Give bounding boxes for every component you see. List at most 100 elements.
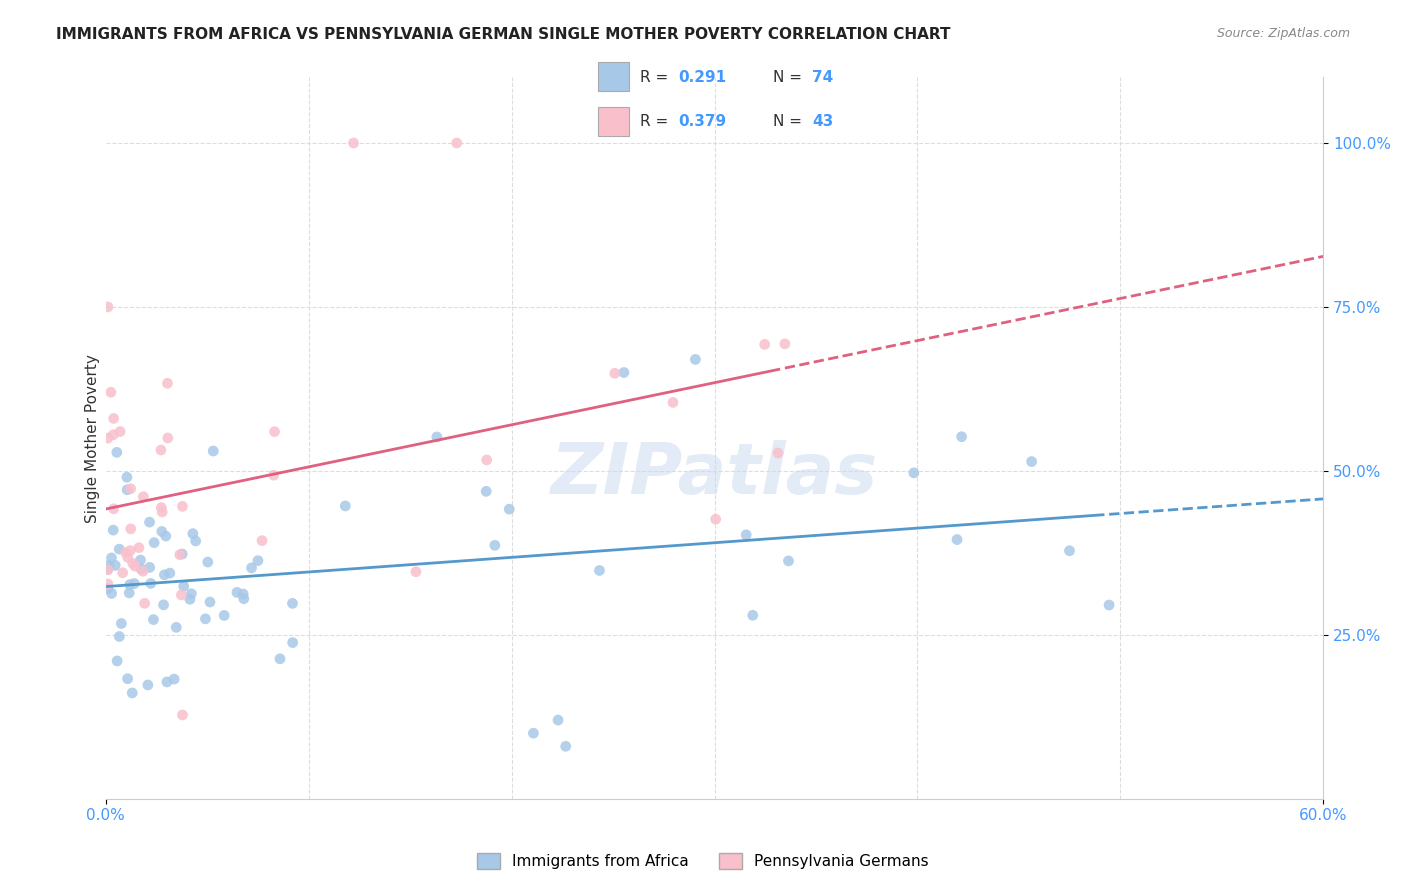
Point xyxy=(169,548,191,562)
Text: ZIPatlas: ZIPatlas xyxy=(551,440,879,508)
Point xyxy=(226,585,249,599)
Point xyxy=(97,300,120,314)
Point xyxy=(103,427,125,442)
Point xyxy=(903,466,925,480)
Point xyxy=(150,500,173,515)
Point xyxy=(212,608,235,623)
Point xyxy=(150,505,173,519)
Point xyxy=(124,559,146,574)
Point xyxy=(754,337,776,351)
Point xyxy=(181,526,204,541)
Point xyxy=(115,470,138,484)
Point xyxy=(159,566,181,580)
Point xyxy=(131,562,153,576)
Point xyxy=(946,533,969,547)
Text: N =: N = xyxy=(773,70,807,85)
Point xyxy=(232,587,254,601)
Point xyxy=(250,533,273,548)
Point xyxy=(100,550,122,565)
Point xyxy=(143,535,166,549)
Point xyxy=(97,431,120,445)
Point xyxy=(103,523,125,537)
Point xyxy=(246,554,269,568)
Point xyxy=(150,524,173,539)
Point xyxy=(129,553,152,567)
Point xyxy=(120,482,142,496)
Point xyxy=(475,484,498,499)
Point xyxy=(156,376,179,391)
Point xyxy=(405,565,427,579)
Point xyxy=(197,555,219,569)
Point xyxy=(114,545,136,559)
Point xyxy=(136,678,159,692)
Point xyxy=(184,533,207,548)
Point xyxy=(138,560,160,574)
Point xyxy=(110,616,132,631)
Point xyxy=(124,576,146,591)
Point xyxy=(484,538,506,552)
Point xyxy=(281,596,304,610)
Point xyxy=(741,608,763,623)
Point xyxy=(142,613,165,627)
FancyBboxPatch shape xyxy=(598,107,630,136)
Point xyxy=(104,558,127,573)
Point xyxy=(108,425,131,439)
Point xyxy=(704,512,727,526)
Point xyxy=(97,562,120,576)
Point xyxy=(170,588,193,602)
Point xyxy=(172,708,194,723)
Point xyxy=(547,713,569,727)
Point xyxy=(269,652,291,666)
Point xyxy=(156,674,179,689)
Point xyxy=(97,563,120,577)
Point xyxy=(522,726,544,740)
Point xyxy=(778,554,800,568)
Point xyxy=(111,566,134,580)
Point xyxy=(685,352,707,367)
Point xyxy=(139,576,162,591)
Point xyxy=(97,582,120,596)
Point xyxy=(117,550,139,565)
Point xyxy=(152,598,174,612)
Point xyxy=(108,630,131,644)
Point xyxy=(132,564,155,578)
Point xyxy=(766,446,789,460)
FancyBboxPatch shape xyxy=(598,62,630,92)
Point xyxy=(118,586,141,600)
Point xyxy=(105,654,128,668)
Point xyxy=(1059,543,1081,558)
Text: N =: N = xyxy=(773,114,807,129)
Point xyxy=(97,558,120,573)
Point xyxy=(103,411,125,425)
Point xyxy=(121,686,143,700)
Point xyxy=(475,453,498,467)
Point xyxy=(121,557,143,571)
Text: 0.291: 0.291 xyxy=(678,70,727,85)
Point xyxy=(103,501,125,516)
Point xyxy=(149,443,172,458)
Point xyxy=(232,591,254,606)
Point xyxy=(1021,454,1043,468)
Point xyxy=(179,592,201,607)
Text: 43: 43 xyxy=(813,114,834,129)
Point xyxy=(97,577,120,591)
Point xyxy=(120,543,142,558)
Text: R =: R = xyxy=(640,70,673,85)
Point xyxy=(263,425,285,439)
Point xyxy=(173,579,195,593)
Point xyxy=(163,672,186,686)
Point xyxy=(115,483,138,497)
Point xyxy=(498,502,520,516)
Point xyxy=(120,522,142,536)
Point xyxy=(240,561,263,575)
Point xyxy=(100,586,122,600)
Point xyxy=(108,542,131,557)
Point xyxy=(342,136,364,150)
Text: IMMIGRANTS FROM AFRICA VS PENNSYLVANIA GERMAN SINGLE MOTHER POVERTY CORRELATION : IMMIGRANTS FROM AFRICA VS PENNSYLVANIA G… xyxy=(56,27,950,42)
Text: R =: R = xyxy=(640,114,673,129)
Point xyxy=(202,444,225,458)
Point xyxy=(588,564,610,578)
Point xyxy=(603,366,626,380)
Point xyxy=(281,635,304,649)
Point xyxy=(950,430,973,444)
